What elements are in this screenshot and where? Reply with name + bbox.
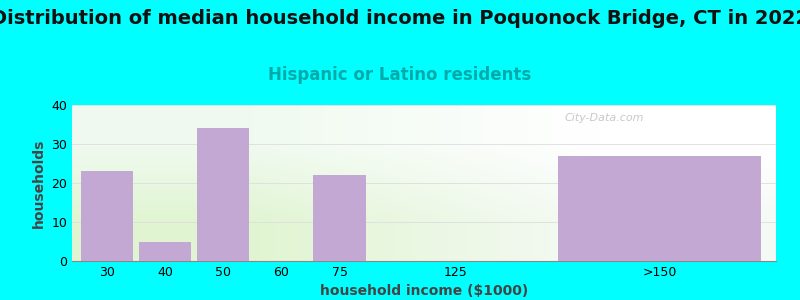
Text: Distribution of median household income in Poquonock Bridge, CT in 2022: Distribution of median household income … xyxy=(0,9,800,28)
Bar xyxy=(197,128,250,261)
Bar xyxy=(139,242,191,261)
Text: Hispanic or Latino residents: Hispanic or Latino residents xyxy=(268,66,532,84)
Bar xyxy=(314,175,366,261)
Bar xyxy=(81,171,133,261)
Bar xyxy=(558,156,762,261)
Text: City-Data.com: City-Data.com xyxy=(565,113,644,123)
X-axis label: household income ($1000): household income ($1000) xyxy=(320,284,528,298)
Y-axis label: households: households xyxy=(32,138,46,228)
